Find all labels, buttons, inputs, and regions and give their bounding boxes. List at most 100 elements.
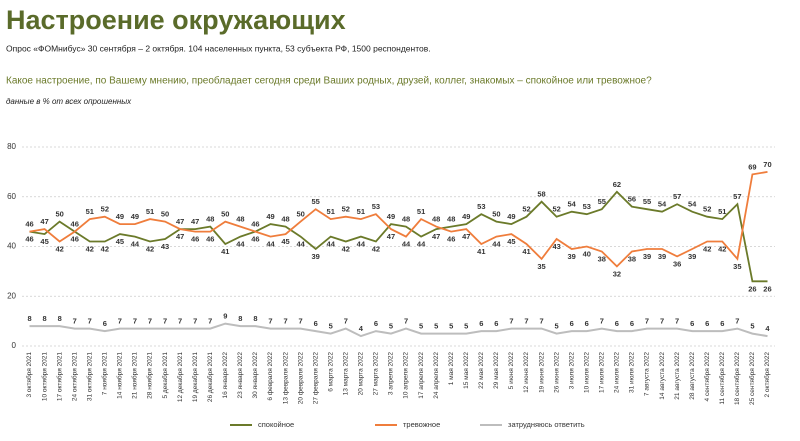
data-label: 39 (658, 252, 666, 261)
data-label: 40 (583, 249, 591, 258)
data-label: 7 (193, 317, 197, 326)
data-label: 48 (402, 215, 410, 224)
data-label: 46 (191, 235, 199, 244)
data-label: 41 (221, 247, 229, 256)
data-label: 5 (329, 322, 333, 331)
data-label: 5 (389, 322, 393, 331)
data-label: 44 (402, 240, 411, 249)
data-label: 62 (613, 180, 621, 189)
data-label: 7 (299, 317, 303, 326)
data-label: 39 (311, 252, 319, 261)
data-label: 39 (568, 252, 576, 261)
y-tick-label: 40 (7, 242, 16, 251)
data-label: 52 (522, 205, 530, 214)
legend-label: затрудняюсь ответить (508, 420, 585, 429)
data-label: 45 (40, 237, 48, 246)
data-label: 49 (507, 212, 515, 221)
data-label: 50 (492, 210, 500, 219)
x-tick-label: 6 марта 2022 (327, 352, 334, 392)
data-label: 7 (283, 317, 287, 326)
data-label: 53 (583, 202, 591, 211)
data-label: 5 (434, 322, 438, 331)
x-tick-label: 28 ноября 2021 (146, 352, 154, 399)
data-label: 50 (221, 210, 229, 219)
x-tick-label: 3 октября 2021 (25, 352, 33, 398)
data-label: 46 (71, 235, 79, 244)
data-label: 8 (58, 314, 62, 323)
data-label: 48 (432, 215, 440, 224)
x-tick-label: 5 июня 2022 (508, 352, 515, 390)
data-label: 47 (462, 232, 470, 241)
data-label: 52 (342, 205, 350, 214)
legend-label: спокойное (258, 420, 294, 429)
x-tick-label: 24 апреля 2022 (433, 352, 440, 399)
data-label: 51 (718, 207, 726, 216)
data-label: 46 (251, 220, 259, 229)
data-label: 7 (539, 317, 543, 326)
data-label: 55 (311, 197, 319, 206)
data-label: 53 (372, 202, 380, 211)
x-tick-label: 4 сентября 2022 (703, 352, 711, 402)
data-label: 7 (675, 317, 679, 326)
x-tick-label: 29 мая 2022 (493, 352, 500, 389)
data-label: 6 (615, 319, 619, 328)
data-label: 51 (417, 207, 425, 216)
data-label: 8 (238, 314, 242, 323)
data-label: 51 (357, 207, 365, 216)
data-label: 47 (387, 232, 395, 241)
data-label: 7 (163, 317, 167, 326)
x-tick-label: 28 августа 2022 (689, 352, 696, 400)
x-tick-label: 13 марта 2022 (343, 352, 350, 396)
x-tick-label: 21 ноября 2021 (131, 352, 139, 399)
data-label: 47 (176, 232, 184, 241)
data-label: 51 (146, 207, 154, 216)
data-label: 6 (479, 319, 483, 328)
data-label: 44 (417, 240, 426, 249)
data-label: 47 (40, 217, 48, 226)
data-label: 46 (25, 235, 33, 244)
data-label: 50 (296, 210, 304, 219)
x-tick-label: 24 октября 2021 (70, 352, 78, 402)
data-label: 43 (161, 242, 169, 251)
data-label: 49 (131, 212, 139, 221)
series-line (29, 171, 768, 268)
x-tick-label: 6 февраля 2022 (267, 352, 274, 401)
data-label: 26 (763, 284, 771, 293)
x-tick-label: 15 мая 2022 (463, 352, 470, 389)
x-tick-label: 10 апреля 2022 (403, 352, 410, 399)
y-tick-label: 60 (7, 192, 16, 201)
data-label: 44 (236, 240, 245, 249)
data-label: 5 (750, 322, 754, 331)
data-label: 7 (509, 317, 513, 326)
data-label: 7 (524, 317, 528, 326)
data-label: 42 (146, 245, 154, 254)
data-label: 7 (344, 317, 348, 326)
data-label: 48 (281, 215, 289, 224)
data-label: 39 (688, 252, 696, 261)
data-label: 45 (281, 237, 289, 246)
data-label: 57 (673, 192, 681, 201)
data-label: 45 (116, 237, 124, 246)
x-tick-label: 5 декабря 2021 (161, 352, 169, 399)
data-label: 4 (765, 324, 770, 333)
x-tick-label: 16 января 2022 (222, 352, 229, 399)
y-tick-label: 20 (7, 291, 16, 300)
data-label: 6 (690, 319, 694, 328)
x-tick-label: 27 февраля 2022 (312, 352, 319, 405)
x-tick-label: 21 августа 2022 (674, 352, 681, 400)
x-tick-label: 18 сентября 2022 (733, 352, 741, 405)
data-label: 50 (55, 210, 63, 219)
x-tick-label: 3 апреля 2022 (388, 352, 395, 396)
data-label: 7 (735, 317, 739, 326)
x-tick-label: 7 августа 2022 (644, 352, 651, 396)
data-label: 6 (570, 319, 574, 328)
data-label: 49 (387, 212, 395, 221)
x-tick-label: 17 октября 2021 (55, 352, 63, 402)
x-tick-label: 20 февраля 2022 (297, 352, 304, 405)
data-label: 9 (223, 312, 227, 321)
x-tick-label: 12 декабря 2021 (176, 352, 184, 402)
x-tick-label: 19 декабря 2021 (191, 352, 199, 402)
data-label: 44 (327, 240, 336, 249)
question: Какое настроение, по Вашему мнению, прео… (6, 75, 652, 87)
